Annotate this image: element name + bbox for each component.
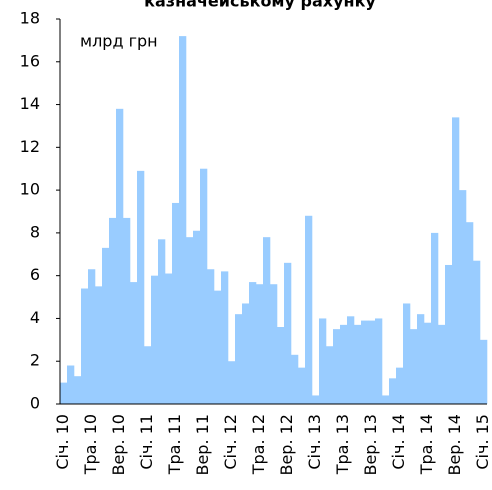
- bar: [473, 260, 481, 404]
- bar: [137, 170, 145, 404]
- bar: [312, 395, 320, 404]
- bar: [403, 303, 411, 404]
- bar: [382, 395, 390, 404]
- y-tick-label: 10: [20, 180, 40, 199]
- bar: [151, 275, 159, 404]
- bar: [291, 354, 299, 404]
- bar: [200, 168, 208, 404]
- bar: [228, 361, 236, 404]
- bar: [438, 324, 446, 404]
- bar: [116, 108, 124, 404]
- bar: [256, 284, 264, 404]
- bar: [375, 318, 383, 404]
- bar: [263, 237, 271, 404]
- bar: [193, 230, 201, 404]
- bar: [172, 202, 180, 404]
- unit-annotation: млрд грн: [80, 32, 158, 51]
- bar: [417, 314, 425, 404]
- x-tick-label: Тра. 14: [417, 414, 436, 475]
- y-tick-label: 18: [20, 9, 40, 28]
- x-tick-label: Січ. 12: [221, 414, 240, 470]
- y-tick-label: 16: [20, 51, 40, 70]
- bar: [95, 286, 103, 404]
- chart-title: казначейському рахунку: [144, 0, 376, 11]
- x-tick-label: Вер. 12: [277, 414, 296, 476]
- bar: [277, 327, 285, 404]
- y-tick-label: 2: [30, 351, 40, 370]
- y-tick-label: 0: [30, 394, 40, 413]
- bar: [130, 282, 138, 404]
- bar: [452, 117, 460, 404]
- bar: [431, 232, 439, 404]
- bar: [347, 316, 355, 404]
- bar: [410, 329, 418, 404]
- bar: [480, 339, 488, 404]
- bar: [326, 346, 334, 404]
- x-tick-label: Вер. 10: [109, 414, 128, 476]
- x-tick-label: Січ. 13: [305, 414, 324, 470]
- y-tick-label: 4: [30, 308, 40, 327]
- bar: [368, 320, 376, 404]
- y-tick-label: 8: [30, 222, 40, 241]
- bar: [242, 303, 250, 404]
- x-tick-label: Січ. 14: [389, 414, 408, 470]
- bar: [60, 382, 68, 404]
- x-tick-label: Вер. 13: [361, 414, 380, 476]
- bar: [445, 264, 453, 404]
- bar: [284, 262, 292, 404]
- x-tick-label: Тра. 12: [249, 414, 268, 475]
- bar: [207, 269, 215, 404]
- x-tick-label: Січ. 15: [473, 414, 492, 470]
- bar: [123, 217, 131, 404]
- bar: [361, 320, 369, 404]
- bar: [459, 190, 467, 404]
- x-tick-label: Січ. 10: [53, 414, 72, 470]
- x-tick-label: Вер. 11: [193, 414, 212, 476]
- bar: [109, 217, 117, 404]
- y-tick-label: 12: [20, 137, 40, 156]
- bar: [305, 215, 313, 404]
- y-tick-label: 6: [30, 265, 40, 284]
- bar: [319, 318, 327, 404]
- bar: [389, 378, 397, 404]
- bar: [186, 237, 194, 404]
- x-tick-label: Січ. 11: [137, 414, 156, 470]
- y-tick-label: 14: [20, 94, 40, 113]
- bar: [354, 324, 362, 404]
- bar: [396, 367, 404, 404]
- x-tick-label: Вер. 14: [445, 414, 464, 476]
- bar: [424, 322, 432, 404]
- bar: [333, 329, 341, 404]
- bar: [270, 284, 278, 404]
- bar: [144, 346, 152, 404]
- bar: [88, 269, 96, 404]
- bar: [298, 367, 306, 404]
- bar: [214, 290, 222, 404]
- x-tick-label: Тра. 13: [333, 414, 352, 475]
- x-tick-label: Тра. 10: [81, 414, 100, 475]
- bar: [165, 273, 173, 404]
- bar: [221, 271, 229, 404]
- bar: [67, 365, 75, 404]
- bar: [235, 314, 243, 404]
- bar: [249, 282, 257, 404]
- bar: [81, 288, 89, 404]
- x-tick-label: Тра. 11: [165, 414, 184, 475]
- bar: [158, 239, 166, 404]
- bar: [102, 247, 110, 404]
- bar: [340, 324, 348, 404]
- bar: [179, 36, 187, 404]
- bar: [466, 222, 474, 404]
- bar: [74, 376, 82, 404]
